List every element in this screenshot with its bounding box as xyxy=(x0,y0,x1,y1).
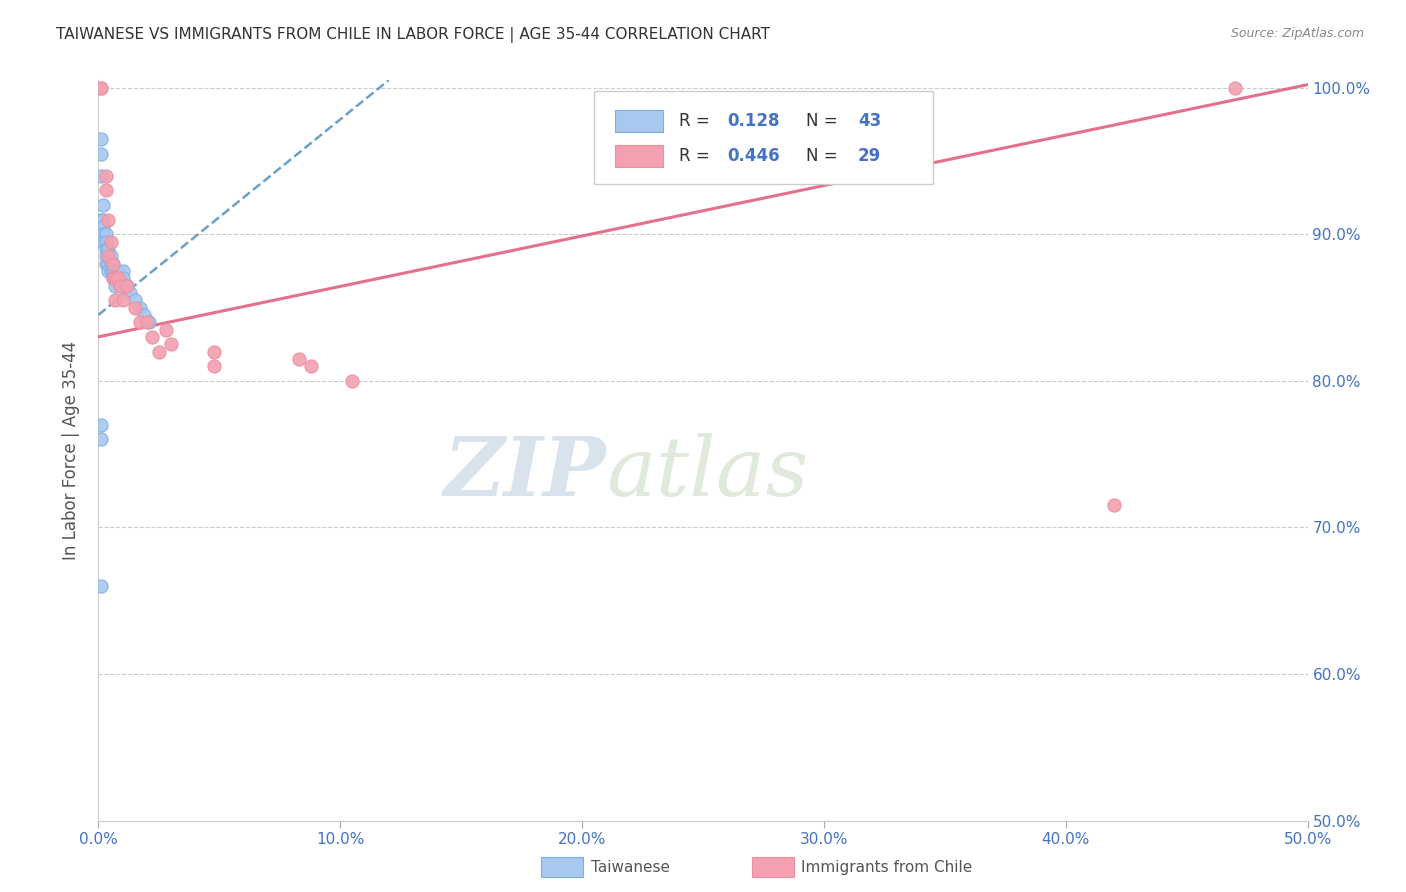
Text: N =: N = xyxy=(806,112,842,130)
Point xyxy=(97,212,120,227)
Point xyxy=(299,359,322,373)
Point xyxy=(111,264,134,278)
Point xyxy=(94,256,117,270)
Point xyxy=(204,359,226,373)
Point xyxy=(100,235,122,249)
Point xyxy=(94,249,117,263)
Point xyxy=(97,249,120,263)
Text: 43: 43 xyxy=(858,112,882,130)
Text: Immigrants from Chile: Immigrants from Chile xyxy=(801,860,973,874)
Point xyxy=(91,235,114,249)
Point xyxy=(90,417,112,432)
Point xyxy=(91,198,114,212)
Point xyxy=(117,278,139,293)
Point xyxy=(107,264,129,278)
Point xyxy=(104,271,127,285)
Text: Source: ZipAtlas.com: Source: ZipAtlas.com xyxy=(1230,27,1364,40)
Point xyxy=(108,278,131,293)
Point xyxy=(342,374,364,388)
Point xyxy=(90,146,112,161)
Text: TAIWANESE VS IMMIGRANTS FROM CHILE IN LABOR FORCE | AGE 35-44 CORRELATION CHART: TAIWANESE VS IMMIGRANTS FROM CHILE IN LA… xyxy=(56,27,770,43)
Point xyxy=(204,344,226,359)
Point xyxy=(90,433,112,447)
Text: R =: R = xyxy=(679,147,714,165)
Point xyxy=(1223,80,1246,95)
Text: 0.128: 0.128 xyxy=(727,112,780,130)
Point xyxy=(94,242,117,256)
Point xyxy=(111,293,134,308)
Text: 0.446: 0.446 xyxy=(727,147,780,165)
Point xyxy=(160,337,183,351)
Point xyxy=(90,80,112,95)
Point xyxy=(90,169,112,183)
Point xyxy=(104,264,127,278)
Point xyxy=(100,256,122,270)
Point xyxy=(90,579,112,593)
Point xyxy=(141,330,163,344)
Point xyxy=(117,278,139,293)
Point xyxy=(128,315,150,329)
Point xyxy=(100,264,122,278)
Point xyxy=(97,264,120,278)
Point xyxy=(134,308,156,322)
Point xyxy=(97,256,120,270)
Text: ZIP: ZIP xyxy=(444,433,606,513)
Point xyxy=(101,256,124,270)
Point xyxy=(107,271,129,285)
Point xyxy=(91,227,114,242)
Point xyxy=(91,212,114,227)
Point xyxy=(101,271,124,285)
Text: atlas: atlas xyxy=(606,433,808,513)
Bar xyxy=(614,145,664,167)
Point xyxy=(138,315,160,329)
Point xyxy=(155,322,177,336)
Text: R =: R = xyxy=(679,112,714,130)
Text: N =: N = xyxy=(806,147,842,165)
Bar xyxy=(614,110,664,132)
Point xyxy=(118,285,141,300)
Point xyxy=(124,293,146,308)
Point xyxy=(91,219,114,234)
Point xyxy=(288,351,311,366)
Text: 29: 29 xyxy=(858,147,882,165)
Point xyxy=(128,301,150,315)
Point xyxy=(114,278,136,293)
Point xyxy=(148,344,170,359)
Point xyxy=(90,212,112,227)
Point xyxy=(108,271,131,285)
Point xyxy=(90,80,112,95)
Point xyxy=(100,249,122,263)
Point xyxy=(101,271,124,285)
Point xyxy=(1102,499,1125,513)
Point xyxy=(90,132,112,146)
Point xyxy=(108,278,131,293)
Point xyxy=(104,278,127,293)
Point xyxy=(104,271,127,285)
Point xyxy=(124,301,146,315)
Point xyxy=(111,271,134,285)
Point xyxy=(94,235,117,249)
Point xyxy=(94,227,117,242)
Point xyxy=(101,264,124,278)
Point xyxy=(101,256,124,270)
Point xyxy=(94,183,117,197)
Text: Taiwanese: Taiwanese xyxy=(591,860,669,874)
Point xyxy=(135,315,157,329)
Point xyxy=(97,242,120,256)
FancyBboxPatch shape xyxy=(595,91,932,184)
Point xyxy=(107,271,129,285)
Point xyxy=(104,293,127,308)
Y-axis label: In Labor Force | Age 35-44: In Labor Force | Age 35-44 xyxy=(62,341,80,560)
Point xyxy=(90,227,112,242)
Point xyxy=(94,169,117,183)
